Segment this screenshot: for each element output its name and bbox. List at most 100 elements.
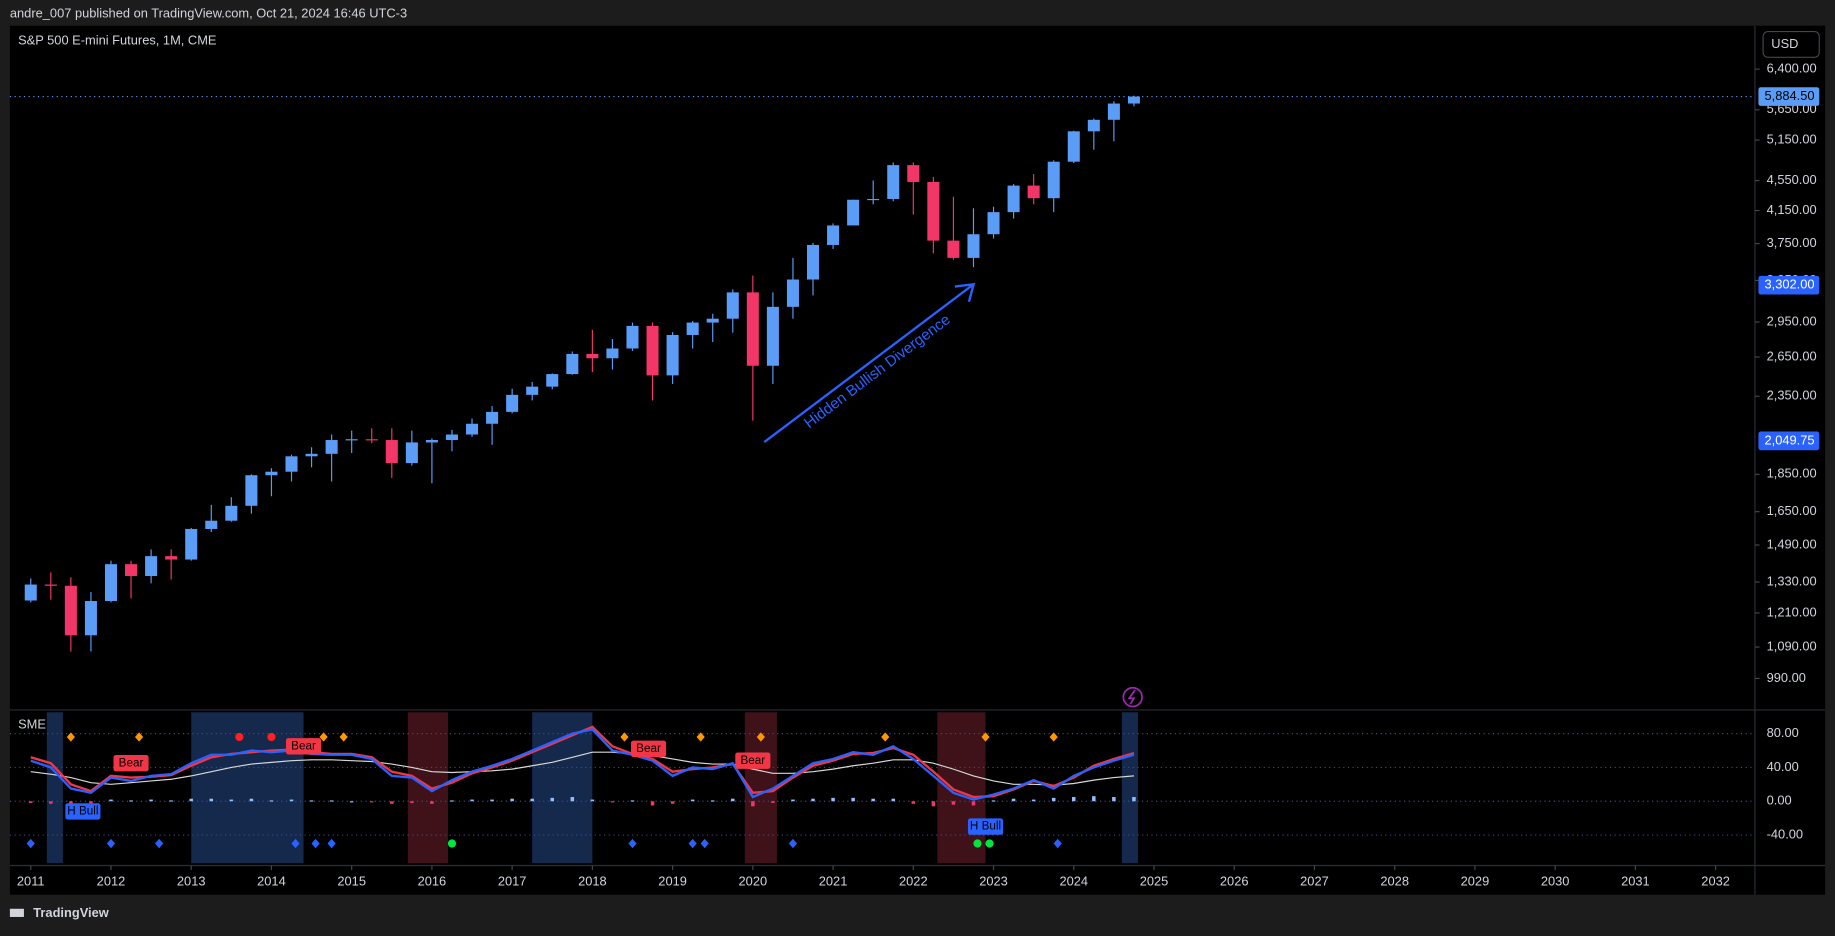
candle-body	[546, 374, 559, 387]
price-label: 5,884.50	[1765, 88, 1815, 103]
candle-body	[766, 306, 779, 366]
candle-body	[827, 225, 840, 245]
candle-body	[967, 234, 980, 258]
candle-body	[1087, 119, 1100, 132]
candle-body	[1007, 185, 1020, 213]
candle-body	[1047, 161, 1060, 199]
y-tick-label: 1,490.00	[1767, 536, 1817, 551]
signal-tag	[285, 738, 322, 755]
y-tick-label: 2,650.00	[1767, 348, 1817, 363]
histogram-bar	[289, 799, 294, 802]
signal-tag	[630, 740, 667, 758]
marker	[267, 732, 276, 742]
signal-label: Bear	[291, 739, 316, 752]
price-label: 3,302.00	[1765, 277, 1815, 292]
x-tick-label: 2020	[739, 873, 768, 888]
zone	[1121, 712, 1138, 864]
y-tick-label: -40.00	[1767, 826, 1803, 841]
candle-body	[145, 556, 158, 576]
zone	[532, 712, 593, 864]
publisher: andre_007 published on TradingView.com, …	[10, 5, 407, 20]
y-tick-label: 1,090.00	[1767, 638, 1817, 653]
oscillator-line	[30, 728, 1135, 801]
y-tick-label: 0.00	[1767, 793, 1792, 808]
y-tick-label: 1,650.00	[1767, 503, 1817, 518]
marker	[881, 732, 890, 742]
y-tick-label: 990.00	[1767, 670, 1806, 685]
candle-body	[365, 439, 378, 441]
histogram-bar	[269, 800, 274, 802]
annotation-arrow	[763, 283, 975, 444]
histogram-bar	[109, 799, 113, 802]
logo	[9, 908, 24, 917]
candle-body	[285, 456, 298, 472]
candle-body	[165, 556, 178, 560]
marker	[985, 839, 994, 848]
price-label-bg	[1758, 431, 1820, 451]
signal-label: Bear	[636, 742, 661, 755]
currency-button[interactable]	[1762, 30, 1820, 58]
signal-label: Bear	[119, 756, 144, 769]
alert-icon[interactable]	[1122, 686, 1143, 708]
y-tick-label: 80.00	[1767, 725, 1799, 740]
marker	[339, 732, 348, 742]
y-tick-label: 40.00	[1767, 759, 1799, 774]
symbol-title: S&P 500 E-mini Futures, 1M, CME	[18, 32, 217, 47]
candle-body	[345, 439, 358, 441]
candle-body	[265, 471, 278, 476]
candle-body	[405, 442, 418, 464]
marker	[235, 732, 244, 742]
candle-body	[104, 564, 118, 602]
histogram-bar	[129, 800, 133, 802]
candle-body	[425, 440, 438, 443]
x-tick-label: 2011	[17, 873, 45, 888]
histogram-bar	[530, 798, 534, 802]
histogram-bar	[249, 798, 254, 802]
marker	[319, 732, 328, 742]
signal-label: H Bull	[970, 820, 1001, 833]
histogram-bar	[430, 801, 434, 804]
candle-body	[686, 322, 699, 335]
price-label-bg	[1758, 87, 1820, 106]
x-tick-label: 2019	[658, 873, 687, 888]
candle-body	[84, 601, 97, 636]
y-tick-label: 4,150.00	[1767, 202, 1817, 217]
candle-body	[225, 505, 238, 521]
histogram-bar	[169, 800, 173, 802]
histogram-bar	[971, 801, 976, 806]
currency: USD	[1771, 36, 1798, 51]
y-tick-label: 1,210.00	[1767, 604, 1817, 619]
price-label: 2,049.75	[1765, 432, 1815, 447]
candle-body	[125, 564, 138, 576]
candle-body	[666, 334, 679, 376]
x-tick-label: 2018	[578, 873, 607, 888]
histogram-bar	[28, 801, 33, 803]
histogram-bar	[1092, 796, 1096, 802]
candle-body	[1127, 96, 1140, 104]
histogram-bar	[670, 801, 675, 804]
histogram-bar	[89, 801, 93, 804]
candle-body	[64, 585, 77, 636]
candle-body	[847, 199, 860, 226]
candle-body	[786, 279, 799, 307]
histogram-bar	[831, 797, 835, 802]
x-tick-label: 2016	[418, 873, 447, 888]
histogram-bar	[390, 801, 394, 804]
histogram-bar	[1031, 799, 1036, 802]
histogram-bar	[369, 801, 374, 803]
histogram-bar	[731, 798, 735, 802]
y-tick-label: 1,850.00	[1767, 466, 1817, 481]
x-tick-label: 2012	[97, 873, 126, 888]
marker	[981, 732, 990, 742]
histogram-bar	[149, 799, 153, 802]
candle-body	[947, 240, 960, 258]
signal-tag	[735, 752, 771, 769]
histogram-bar	[590, 799, 595, 802]
y-tick-label: 2,350.00	[1767, 388, 1817, 403]
histogram-bar	[630, 800, 635, 802]
candle-body	[927, 181, 940, 241]
candle-body	[44, 584, 57, 586]
x-tick-label: 2030	[1541, 873, 1570, 888]
histogram-bar	[851, 797, 855, 802]
candle-body	[1107, 103, 1120, 120]
